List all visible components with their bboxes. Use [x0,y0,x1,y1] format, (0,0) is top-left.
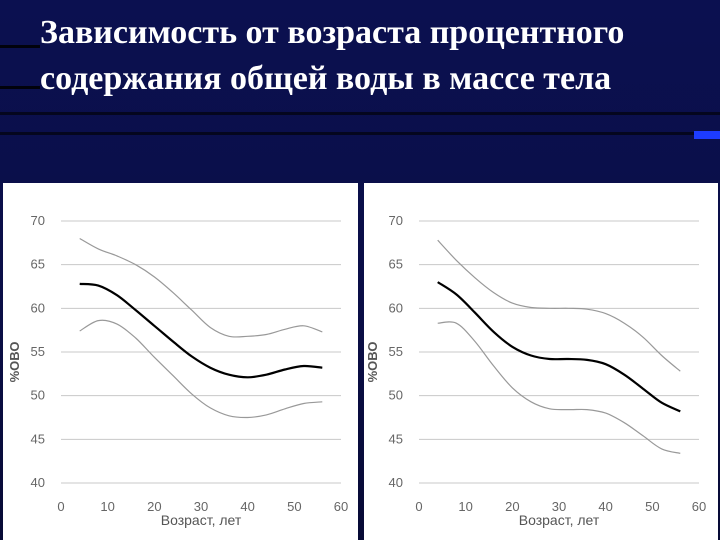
decor-stripe [0,86,40,89]
chart-panel-left: 40 45 50 55 60 65 70 0 10 20 30 40 50 60 Возраст, лет%… [3,183,358,540]
chart-panel-right: 40 45 50 55 60 65 70 0 10 20 30 40 50 60 Возраст, лет%… [364,183,718,540]
x-tick-label: 20 [147,499,161,514]
y-tick-label: 55 [31,344,45,359]
x-tick-label: 30 [552,499,566,514]
y-tick-label: 70 [31,213,45,228]
y-tick-label: 65 [31,257,45,272]
y-tick-label: 50 [31,388,45,403]
x-tick-label: 20 [505,499,519,514]
y-tick-label: 40 [31,475,45,490]
slide-title: Зависимость от возраста процентного соде… [40,10,700,102]
x-tick-label: 10 [100,499,114,514]
y-tick-label: 45 [389,431,403,446]
y-tick-label: 40 [389,475,403,490]
x-tick-label: 40 [598,499,612,514]
x-tick-label: 30 [194,499,208,514]
x-tick-label: 40 [240,499,254,514]
decor-stripe [0,112,720,115]
x-tick-label: 50 [645,499,659,514]
y-tick-label: 45 [31,431,45,446]
chart-right: 40 45 50 55 60 65 70 0 10 20 30 40 50 60 Возраст, лет%… [365,213,706,528]
x-tick-label: 10 [458,499,472,514]
series-line-upper [79,237,323,338]
y-tick-label: 55 [389,344,403,359]
x-axis-title: Возраст, лет [519,512,600,528]
series-line-upper [437,239,681,372]
chart-left: 40 45 50 55 60 65 70 0 10 20 30 40 50 60 Возраст, лет%… [7,213,348,528]
x-tick-label: 50 [287,499,301,514]
y-tick-label: 60 [389,300,403,315]
decor-stripe [0,132,720,135]
slide-title-line-1: Зависимость от возраста процентного [40,14,625,51]
y-tick-label: 60 [31,300,45,315]
series-line-lower [437,321,681,454]
x-tick-label: 60 [692,499,706,514]
y-tick-label: 70 [389,213,403,228]
series-line-mean [437,281,681,413]
decor-block [694,131,720,139]
x-tick-label: 60 [334,499,348,514]
slide-title-line-2: содержания общей воды в массе тела [40,60,612,97]
x-axis-title: Возраст, лет [161,512,242,528]
y-axis-title: %ОВО [7,342,22,383]
x-tick-label: 0 [57,499,64,514]
y-tick-label: 65 [389,257,403,272]
y-axis-title: %ОВО [365,342,380,383]
series-line-mean [79,282,323,379]
x-tick-label: 0 [415,499,422,514]
y-tick-label: 50 [389,388,403,403]
decor-stripe [0,45,40,48]
series-line-lower [79,319,323,419]
